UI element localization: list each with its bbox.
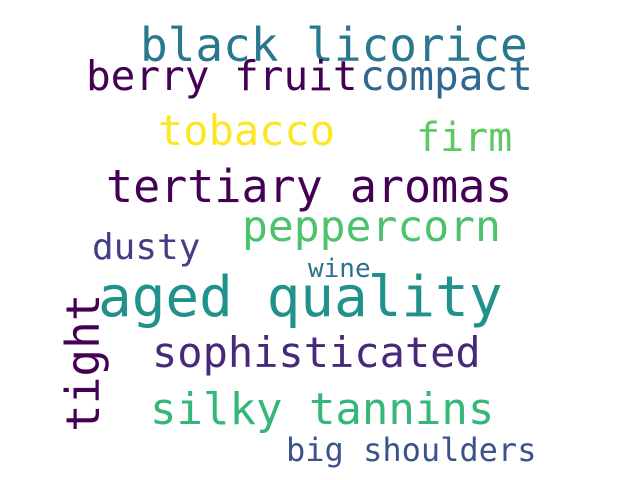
word-tertiary-aromas: tertiary aromas [106, 160, 513, 213]
word-berry-fruit: berry fruit [86, 52, 358, 100]
word-compact: compact [360, 52, 533, 100]
word-dusty: dusty [92, 227, 201, 268]
word-peppercorn: peppercorn [242, 202, 501, 252]
word-sophisticated: sophisticated [152, 328, 481, 377]
word-aged-quality: aged quality [98, 265, 503, 330]
word-big-shoulders: big shoulders [286, 431, 537, 469]
word-silky-tannins: silky tannins [150, 384, 495, 435]
word-wine: wine [308, 254, 371, 284]
word-tobacco: tobacco [158, 106, 336, 155]
word-tight: tight [56, 293, 110, 432]
word-firm: firm [416, 115, 513, 161]
word-black-licorice: black licorice [140, 18, 528, 72]
